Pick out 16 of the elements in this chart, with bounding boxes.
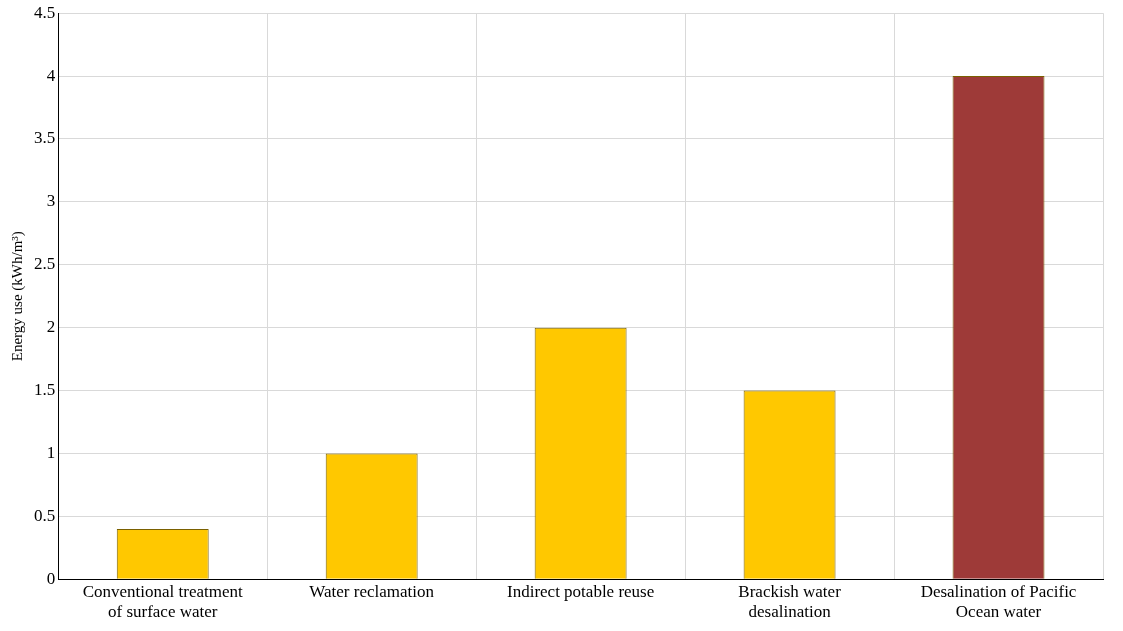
- y-tick-label: 4: [46, 65, 56, 85]
- x-tick-label: Indirect potable reuse: [506, 581, 655, 601]
- y-tick-label: 0.5: [34, 505, 56, 525]
- y-tick-label: 1: [46, 442, 56, 462]
- x-tick-label: Brackish water desalination: [738, 581, 842, 622]
- y-tick-label: 2.5: [34, 254, 56, 274]
- y-tick-label: 3.5: [34, 128, 56, 148]
- x-tick-label: Conventional treatment of surface water: [82, 581, 244, 622]
- x-tick-label: Water reclamation: [309, 581, 435, 601]
- y-tick-label: 3: [46, 191, 56, 211]
- y-tick-label: 4.5: [34, 2, 56, 22]
- y-tick-label: 2: [46, 317, 56, 337]
- x-tick-label: Desalination of Pacific Ocean water: [920, 581, 1077, 622]
- y-tick-label: 1.5: [34, 380, 56, 399]
- y-axis-title: Energy use (kWh/m³): [8, 231, 26, 362]
- y-tick-label: 0: [46, 568, 56, 588]
